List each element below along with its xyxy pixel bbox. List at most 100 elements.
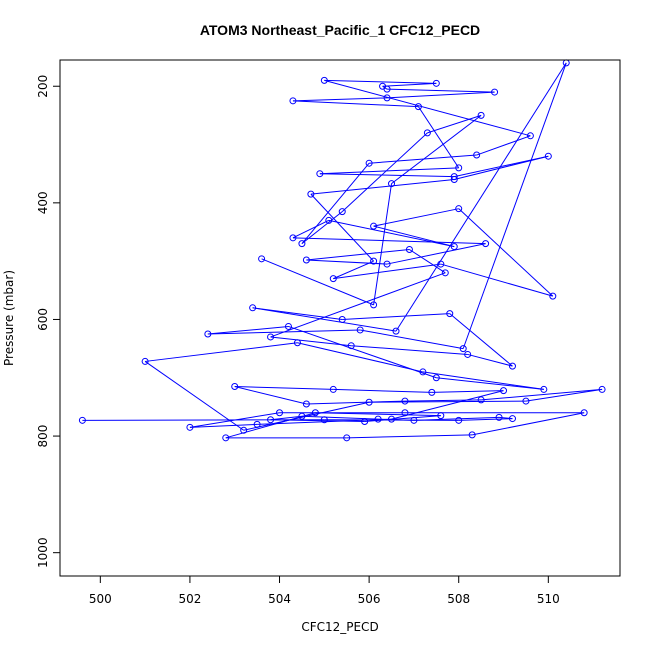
series-line-segment xyxy=(364,415,441,422)
data-point xyxy=(78,416,86,424)
series-line-segment xyxy=(288,325,437,379)
series-line-segment xyxy=(369,400,526,403)
x-tick-label: 506 xyxy=(358,592,381,606)
series-line-segment xyxy=(373,183,393,305)
data-point xyxy=(491,88,499,96)
data-point xyxy=(419,368,427,376)
data-point xyxy=(423,129,431,137)
series-line-segment xyxy=(382,82,437,87)
data-point xyxy=(329,385,337,393)
x-axis: 500 502 504 506 508 510 xyxy=(89,575,560,606)
data-point xyxy=(388,180,396,188)
data-point xyxy=(540,385,548,393)
data-point xyxy=(356,326,364,334)
data-point xyxy=(455,164,463,172)
data-point xyxy=(455,416,463,424)
data-point xyxy=(446,310,454,318)
series-line-segment xyxy=(252,307,343,320)
data-point xyxy=(450,173,458,181)
series-line-segment xyxy=(319,173,455,178)
series-line-segment xyxy=(324,79,437,84)
data-point xyxy=(186,423,194,431)
series-line-segment xyxy=(422,371,544,390)
data-point xyxy=(522,397,530,405)
series-line-segment xyxy=(427,114,482,134)
data-point xyxy=(338,315,346,323)
data-point xyxy=(370,257,378,265)
data-point xyxy=(526,132,534,140)
series-line-segment xyxy=(328,219,455,248)
data-point xyxy=(468,431,476,439)
series-line-segment xyxy=(351,345,468,355)
series-line-segment xyxy=(472,412,585,436)
series-line-segment xyxy=(498,416,513,420)
data-point xyxy=(249,304,257,312)
data-point xyxy=(329,275,337,283)
data-point xyxy=(302,400,310,408)
data-point xyxy=(598,385,606,393)
series-line-segment xyxy=(431,390,504,393)
data-point xyxy=(437,412,445,420)
data-point xyxy=(414,103,422,111)
data-point xyxy=(405,245,413,253)
series-line-segment xyxy=(319,167,459,175)
series-line-segment xyxy=(306,248,410,261)
series-line-segment xyxy=(342,313,450,320)
data-point xyxy=(365,398,373,406)
data-point xyxy=(544,152,552,160)
data-point xyxy=(320,416,328,424)
y-tick-label: 800 xyxy=(36,425,50,448)
data-point xyxy=(495,413,503,421)
data-point xyxy=(298,412,306,420)
data-point xyxy=(298,240,306,248)
data-point xyxy=(231,383,239,391)
series-line-segment xyxy=(292,100,419,108)
series-line-segment xyxy=(373,225,455,248)
data-point xyxy=(289,97,297,105)
series-line-segment xyxy=(144,361,244,431)
series-line-segment xyxy=(386,243,486,265)
series-line-segment xyxy=(333,263,441,280)
x-tick-label: 502 xyxy=(178,592,201,606)
data-point xyxy=(307,190,315,198)
series-line-segment xyxy=(234,386,307,405)
chart-title: ATOM3 Northeast_Pacific_1 CFC12_PECD xyxy=(200,22,480,38)
data-point xyxy=(240,426,248,434)
data-point xyxy=(473,151,481,159)
series-line-segment xyxy=(310,193,374,262)
series-line-segment xyxy=(476,135,531,156)
series-line-segment xyxy=(306,259,388,265)
data-point xyxy=(401,409,409,417)
data-point xyxy=(379,82,387,90)
series-line-segment xyxy=(346,434,473,439)
series-points xyxy=(78,59,606,442)
series-line-segment xyxy=(404,399,482,402)
data-point xyxy=(450,243,458,251)
series-line-segment xyxy=(252,307,397,332)
series-line-segment xyxy=(341,132,428,212)
y-axis-label: Pressure (mbar) xyxy=(2,270,16,366)
series-line-segment xyxy=(333,260,374,280)
data-point xyxy=(410,416,418,424)
series-line-segment xyxy=(436,377,544,390)
data-point xyxy=(441,269,449,277)
data-point xyxy=(284,322,292,330)
series-line-segment xyxy=(207,325,289,335)
data-point xyxy=(428,388,436,396)
data-point xyxy=(302,256,310,264)
data-point xyxy=(477,111,485,119)
data-point xyxy=(325,216,333,224)
series-line-segment xyxy=(387,88,495,93)
series-line-segment xyxy=(257,418,392,425)
data-point xyxy=(289,234,297,242)
series-line-segment xyxy=(261,258,374,306)
y-tick-label: 200 xyxy=(36,75,50,98)
data-point xyxy=(361,417,369,425)
data-point xyxy=(311,409,319,417)
data-point xyxy=(293,339,301,347)
data-point xyxy=(374,415,382,423)
data-point xyxy=(276,409,284,417)
series-line-segment xyxy=(189,423,258,428)
data-point xyxy=(455,205,463,213)
data-point xyxy=(392,327,400,335)
